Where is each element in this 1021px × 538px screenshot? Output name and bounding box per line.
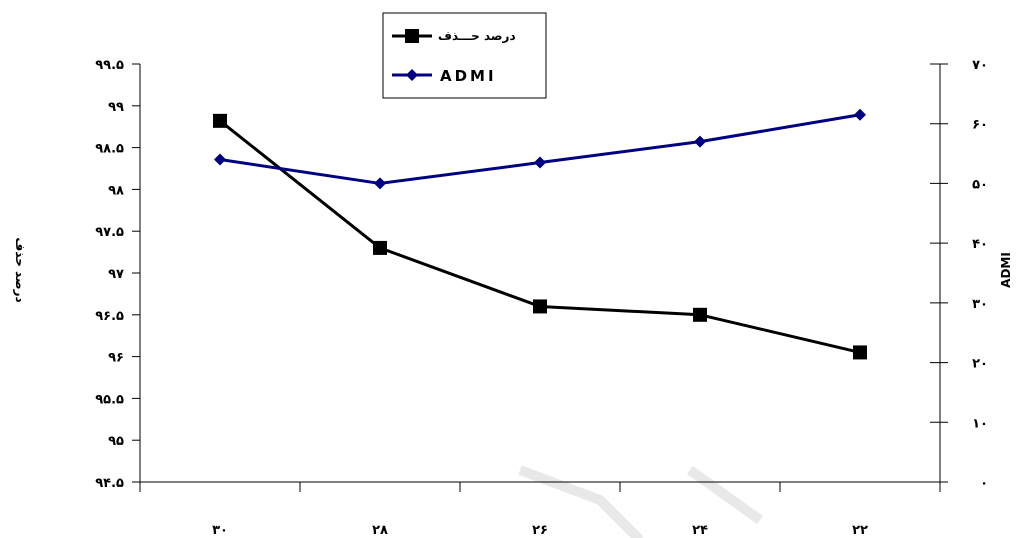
legend-box (382, 12, 547, 99)
watermark (518, 465, 763, 538)
removal-data-point (533, 299, 547, 314)
right-tick-label: ۱۰ (972, 416, 988, 431)
left-tick-label: ۹۹.۵ (95, 58, 124, 73)
right-tick-label: ۰ (980, 476, 988, 491)
legend-item-admi: ADMI (392, 67, 497, 85)
left-tick-label: ۹۶.۵ (95, 309, 124, 324)
admi-data-point (534, 156, 546, 169)
left-tick-label: ۹۸.۵ (95, 142, 124, 157)
admi-series-line (219, 113, 861, 185)
left-tick-label: ۹۵ (108, 434, 124, 449)
admi-data-point (854, 108, 866, 121)
right-tick-label: ۶۰ (972, 118, 988, 133)
right-tick-label: ۳۰ (972, 297, 988, 312)
admi-data-point (694, 135, 706, 148)
removal-data-point (373, 240, 387, 255)
x-tick-label: ۳۰ (212, 523, 228, 538)
left-tick-label: ۹۵.۵ (95, 392, 124, 407)
legend-item-removal: درصد حـــذف (392, 29, 516, 43)
x-tick-label: ۲۲ (852, 523, 868, 538)
admi-data-point (214, 153, 226, 166)
left-tick-label: ۹۴.۵ (95, 476, 124, 491)
right-tick-label: ۷۰ (972, 58, 988, 73)
left-tick-label: ۹۷.۵ (95, 225, 124, 240)
legend-label-admi: ADMI (440, 67, 497, 85)
legend: درصد حـــذف ADMI (382, 12, 547, 99)
admi-data-point (374, 177, 386, 190)
left-axis-title: درصد حذف (13, 237, 27, 302)
right-axis-ticks: ۷۰ ۶۰ ۵۰ ۴۰ ۳۰ ۲۰ ۱۰ ۰ (930, 58, 988, 491)
removal-data-point (213, 113, 227, 128)
left-tick-label: ۹۶ (108, 351, 124, 366)
right-tick-label: ۲۰ (972, 357, 988, 372)
right-axis-title: ADMI (999, 252, 1013, 288)
right-tick-label: ۵۰ (972, 177, 988, 192)
removal-data-point (693, 307, 707, 322)
x-tick-label: ۲۸ (372, 523, 388, 538)
x-tick-label: ۲۶ (532, 523, 548, 538)
right-tick-label: ۴۰ (972, 237, 988, 252)
x-tick-label: ۲۴ (692, 523, 708, 538)
removal-data-point (853, 345, 867, 360)
left-tick-label: ۹۸ (108, 183, 124, 198)
left-tick-label: ۹۷ (108, 267, 124, 282)
series-layer (213, 108, 867, 360)
legend-marker-admi (406, 69, 418, 81)
left-tick-label: ۹۹ (108, 100, 124, 115)
legend-label-removal: درصد حـــذف (438, 29, 516, 43)
x-axis-ticks: ۳۰ ۲۸ ۲۶ ۲۴ ۲۲ (139, 482, 941, 538)
legend-marker-removal (405, 29, 419, 43)
removal-series-line (219, 119, 861, 354)
left-axis-ticks: ۹۹.۵ ۹۹ ۹۸.۵ ۹۸ ۹۷.۵ ۹۷ ۹۶.۵ ۹۶ ۹۵.۵ ۹۵ ۹۴.۵ (95, 58, 140, 491)
